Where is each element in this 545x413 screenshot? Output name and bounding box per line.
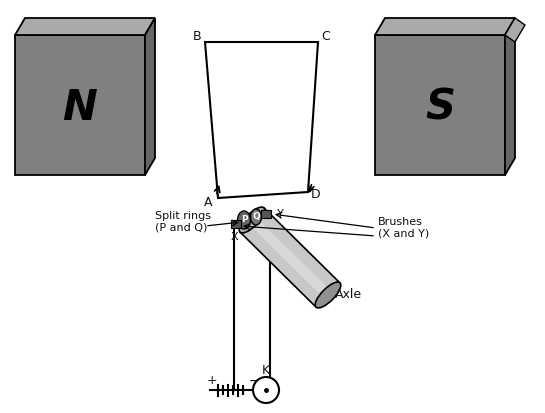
Text: C: C	[322, 29, 330, 43]
Ellipse shape	[315, 282, 341, 308]
Polygon shape	[240, 208, 340, 307]
Bar	[261, 210, 271, 218]
Polygon shape	[375, 35, 505, 175]
Bar	[231, 220, 241, 228]
Text: X: X	[230, 232, 238, 242]
Polygon shape	[145, 18, 155, 175]
Text: Q: Q	[252, 213, 260, 221]
Polygon shape	[205, 42, 318, 198]
Text: D: D	[311, 188, 321, 200]
Text: Axle: Axle	[335, 289, 362, 301]
Text: +: +	[207, 375, 217, 387]
Text: P: P	[241, 216, 247, 225]
Polygon shape	[249, 216, 331, 299]
Polygon shape	[15, 18, 155, 35]
Text: N: N	[63, 87, 98, 129]
Text: −: −	[248, 374, 260, 388]
Polygon shape	[375, 18, 515, 35]
Ellipse shape	[239, 207, 265, 233]
Text: S: S	[425, 87, 455, 129]
Polygon shape	[15, 35, 145, 175]
Text: A: A	[204, 195, 212, 209]
Ellipse shape	[251, 209, 262, 225]
Text: Brushes
(X and Y): Brushes (X and Y)	[378, 217, 429, 239]
Polygon shape	[505, 18, 515, 175]
Ellipse shape	[238, 211, 251, 229]
Circle shape	[253, 377, 279, 403]
Polygon shape	[505, 18, 525, 42]
Text: Split rings
(P and Q): Split rings (P and Q)	[155, 211, 211, 233]
Text: K: K	[262, 363, 270, 377]
Text: B: B	[193, 29, 201, 43]
Text: Y: Y	[277, 209, 283, 219]
